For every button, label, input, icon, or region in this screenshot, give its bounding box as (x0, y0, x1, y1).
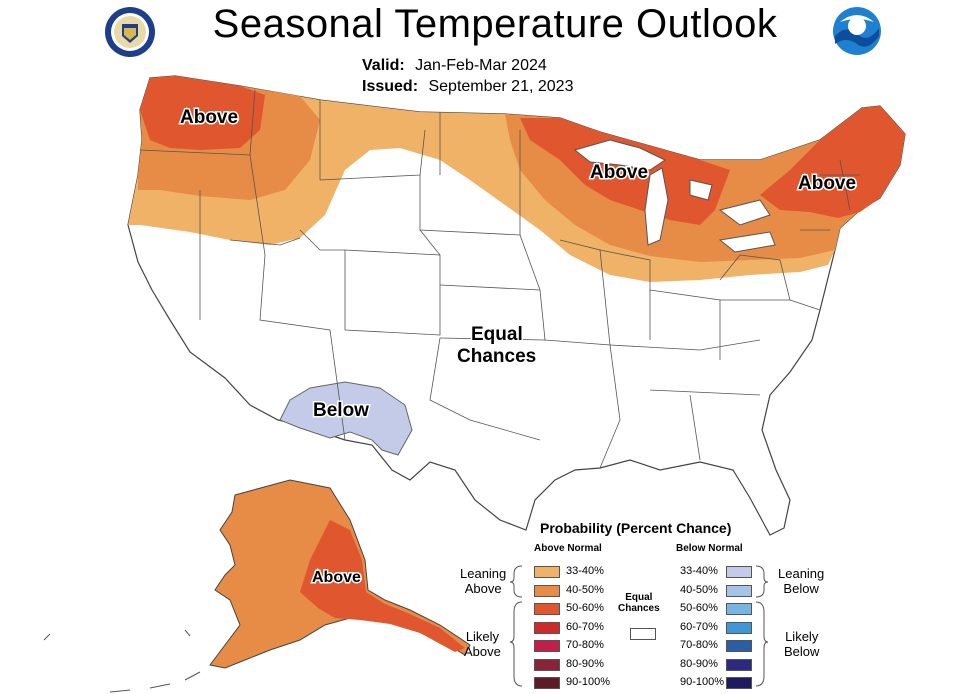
above-bin-label-1: 40-50% (566, 583, 604, 596)
above-bin-swatch-0 (534, 566, 560, 578)
legend-above-header: Above Normal (534, 543, 602, 554)
below-bin-swatch-3 (726, 621, 752, 634)
issued-label: Issued: (362, 78, 419, 95)
issued-value: September 21, 2023 (428, 78, 574, 95)
legend-likely-above: Likely Above (464, 629, 501, 659)
legend-title: Probability (Percent Chance) (540, 520, 732, 536)
below-bin-label-4: 70-80% (680, 639, 718, 651)
label-above-west: Above (180, 107, 238, 128)
below-bin-label-0: 33-40% (680, 565, 718, 577)
below-bin-swatch-1 (726, 584, 752, 597)
below-bin-label-2: 50-60% (680, 602, 718, 614)
below-bin-label-3: 60-70% (680, 620, 718, 633)
likely-above-line1: Likely (465, 629, 500, 644)
label-chances: Chances (457, 346, 536, 367)
above-bin-swatch-2 (534, 603, 560, 615)
legend-equal-line2: Chances (618, 603, 660, 614)
state-boundaries (139, 89, 860, 469)
valid-label: Valid: (362, 57, 405, 74)
valid-line: Valid: Jan-Feb-Mar 2024 (362, 57, 547, 75)
below-bin-label-5: 80-90% (680, 657, 718, 670)
above-bin-label-0: 33-40% (566, 565, 604, 577)
area-above-50-60-west (140, 76, 265, 150)
below-bin-swatch-6 (726, 677, 752, 689)
band-above-40-50 (138, 76, 905, 262)
likely-below-line1: Likely (785, 629, 819, 644)
leaning-below-line2: Below (783, 581, 819, 596)
above-bin-label-4: 70-80% (566, 639, 604, 651)
alaska-above-50-60 (300, 520, 465, 652)
below-bin-swatch-5 (726, 658, 752, 671)
above-bin-swatch-6 (534, 677, 560, 689)
valid-value: Jan-Feb-Mar 2024 (415, 57, 547, 74)
likely-below-line2: Below (784, 644, 820, 659)
above-bin-label-6: 90-100% (566, 676, 611, 688)
leaning-above-line2: Above (464, 581, 502, 596)
above-bin-swatch-3 (534, 621, 560, 634)
area-above-50-60-midwest (520, 118, 730, 225)
legend-leaning-below: Leaning Below (778, 566, 824, 596)
label-below-southwest: Below (313, 400, 369, 421)
leaning-above-line1: Leaning (460, 566, 507, 581)
leaning-below-line1: Leaning (778, 566, 825, 581)
label-above-northeast: Above (798, 173, 856, 194)
legend-equal-chances: Equal Chances (618, 592, 660, 614)
above-bin-label-5: 80-90% (566, 657, 604, 670)
above-bin-label-3: 60-70% (566, 620, 604, 633)
label-above-alaska: Above (312, 569, 361, 586)
below-bin-label-6: 90-100% (680, 676, 725, 688)
legend-below-header: Below Normal (676, 543, 743, 554)
above-bin-label-2: 50-60% (566, 602, 604, 614)
page-title: Seasonal Temperature Outlook (212, 2, 778, 46)
below-bin-label-1: 40-50% (680, 583, 718, 596)
legend-equal-line1: Equal (625, 592, 653, 603)
area-below-33-40 (279, 381, 413, 456)
area-above-50-60-northeast (760, 106, 905, 218)
below-bin-swatch-4 (726, 640, 752, 652)
legend-equal-swatch (630, 628, 656, 640)
above-bin-swatch-5 (534, 658, 560, 671)
above-bin-swatch-4 (534, 640, 560, 652)
noaa-logo-icon (833, 7, 881, 55)
great-lakes (573, 139, 776, 253)
commerce-seal-icon (105, 7, 155, 57)
aleutian-islands (43, 629, 201, 693)
likely-above-line2: Above (464, 644, 501, 659)
issued-line: Issued: September 21, 2023 (362, 78, 573, 96)
label-above-midwest: Above (590, 162, 648, 183)
legend-likely-below: Likely Below (784, 629, 819, 659)
below-bin-swatch-2 (726, 603, 752, 615)
legend-leaning-above: Leaning Above (460, 566, 506, 596)
above-bin-swatch-1 (534, 584, 560, 597)
label-equal: Equal (471, 324, 523, 345)
below-bin-swatch-0 (726, 566, 752, 578)
